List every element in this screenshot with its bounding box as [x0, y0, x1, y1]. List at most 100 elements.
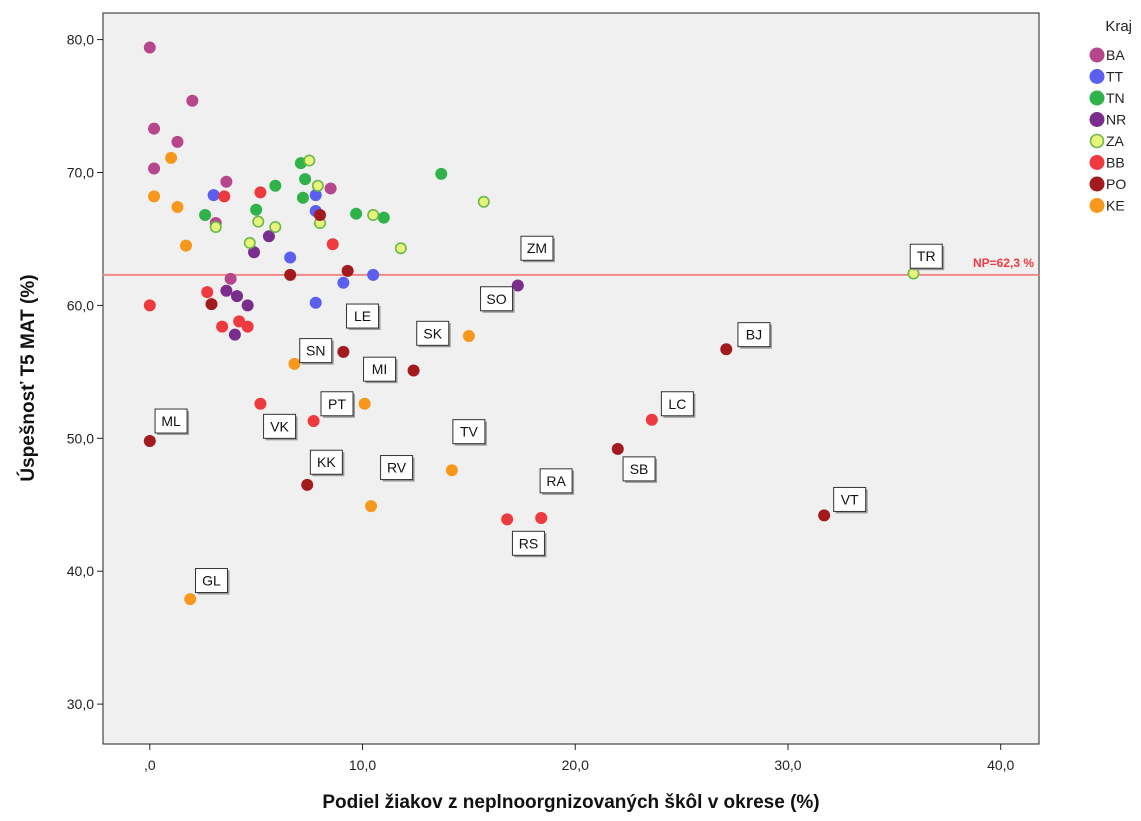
data-point-bb	[218, 190, 231, 203]
district-label-box	[511, 530, 545, 556]
district-label: PT	[320, 391, 355, 418]
data-point-bb	[254, 397, 267, 410]
data-point-nr	[248, 246, 261, 259]
data-point-za	[394, 242, 407, 255]
data-point-po	[143, 434, 156, 447]
x-tick-label: 20,0	[562, 757, 589, 773]
district-label: BJ	[737, 322, 772, 349]
legend: Kraj BA TT TN NR ZA BB PO KE	[1089, 18, 1132, 214]
data-point-bb	[501, 513, 514, 526]
district-label-text: SN	[306, 343, 325, 359]
data-point-ke	[445, 464, 458, 477]
district-label-box	[539, 468, 573, 494]
data-point-bb	[143, 299, 156, 312]
data-point-nr	[262, 230, 275, 243]
district-label: SO	[480, 286, 515, 313]
district-label-box	[416, 320, 450, 346]
data-point-ba	[148, 162, 161, 175]
x-axis: ,0 10,0 20,0 30,0 40,0	[144, 744, 1015, 773]
district-label-text: RA	[546, 473, 566, 489]
data-point-po	[407, 364, 420, 377]
district-label-box	[299, 338, 333, 364]
district-label-text: PT	[328, 396, 346, 412]
data-point-po	[337, 345, 350, 358]
x-tick-label: 10,0	[349, 757, 376, 773]
legend-marker-ke	[1089, 198, 1105, 213]
reference-line-group: NP=62,3 %	[103, 256, 1039, 276]
district-label-text: SO	[486, 291, 506, 307]
data-point-ke	[165, 151, 178, 164]
y-tick-label: 60,0	[67, 297, 94, 313]
data-point-bb	[645, 413, 658, 426]
district-label-box	[909, 243, 943, 269]
district-label: SK	[416, 320, 451, 348]
data-point-ke	[462, 329, 475, 342]
district-label-text: GL	[202, 573, 221, 589]
data-point-tt	[284, 251, 297, 264]
district-label: GL	[194, 568, 230, 595]
district-label-box	[363, 356, 397, 382]
district-label-box	[346, 303, 380, 329]
district-label-box	[520, 235, 554, 261]
legend-marker-tt	[1089, 69, 1105, 84]
data-point-tn	[250, 203, 263, 216]
district-label-text: RV	[387, 460, 407, 476]
y-tick-label: 70,0	[67, 164, 94, 180]
data-point-po	[313, 209, 326, 222]
legend-label-tn: TN	[1106, 90, 1125, 106]
data-point-po	[611, 442, 624, 455]
legend-marker-bb	[1089, 155, 1105, 170]
data-point-tn	[377, 211, 390, 224]
data-point-bb	[241, 320, 254, 333]
district-label: TV	[452, 419, 487, 446]
district-label-box	[737, 322, 771, 348]
data-point-po	[818, 509, 831, 522]
district-label-box	[660, 391, 694, 417]
district-label-text: SB	[630, 461, 649, 477]
district-label: RA	[539, 468, 575, 495]
legend-marker-ba	[1089, 47, 1105, 63]
plot-background	[102, 12, 1040, 745]
legend-marker-nr	[1089, 112, 1105, 127]
data-point-tn	[269, 179, 282, 192]
data-point-ke	[288, 357, 301, 370]
y-tick-label: 30,0	[67, 696, 94, 712]
data-point-ba	[171, 135, 184, 148]
district-label-text: SK	[423, 325, 442, 341]
data-point-ba	[324, 182, 337, 195]
district-label-text: RS	[519, 535, 538, 551]
data-point-tn	[350, 207, 363, 220]
data-point-po	[284, 268, 297, 281]
data-point-tt	[309, 296, 322, 309]
y-tick-label: 50,0	[67, 430, 94, 446]
data-point-tt	[309, 189, 322, 202]
legend-label-ba: BA	[1106, 47, 1125, 63]
district-label: LC	[660, 391, 696, 418]
legend-label-bb: BB	[1106, 155, 1125, 171]
data-point-tt	[207, 189, 220, 202]
data-point-bb	[535, 512, 548, 525]
data-point-za	[311, 179, 324, 192]
district-label: LE	[346, 303, 381, 331]
data-point-tn	[435, 167, 448, 180]
district-label: ML	[154, 408, 190, 436]
data-point-tn	[296, 191, 309, 204]
data-point-ke	[171, 201, 184, 214]
data-point-ke	[184, 593, 197, 606]
legend-marker-za	[1089, 133, 1105, 149]
district-label: MI	[363, 356, 398, 384]
y-axis: 30,0 40,0 50,0 60,0 70,0 80,0	[67, 32, 103, 712]
x-tick-label: ,0	[144, 757, 156, 773]
district-label-text: VK	[270, 418, 289, 434]
district-labels: ZM TR SO LE BJ SK SN MI PT LC ML VK TV KK RV SB RA VT RS GL	[154, 235, 945, 595]
district-label-text: ML	[161, 413, 181, 429]
district-label-text: KK	[317, 454, 336, 470]
district-label: SN	[299, 338, 334, 365]
district-label-box	[622, 456, 656, 482]
district-label-text: BJ	[746, 327, 762, 343]
legend-marker-po	[1089, 176, 1105, 192]
data-point-za	[209, 220, 222, 233]
reference-line-label: NP=62,3 %	[973, 256, 1034, 270]
data-point-ke	[179, 239, 192, 252]
data-point-za	[303, 154, 316, 167]
